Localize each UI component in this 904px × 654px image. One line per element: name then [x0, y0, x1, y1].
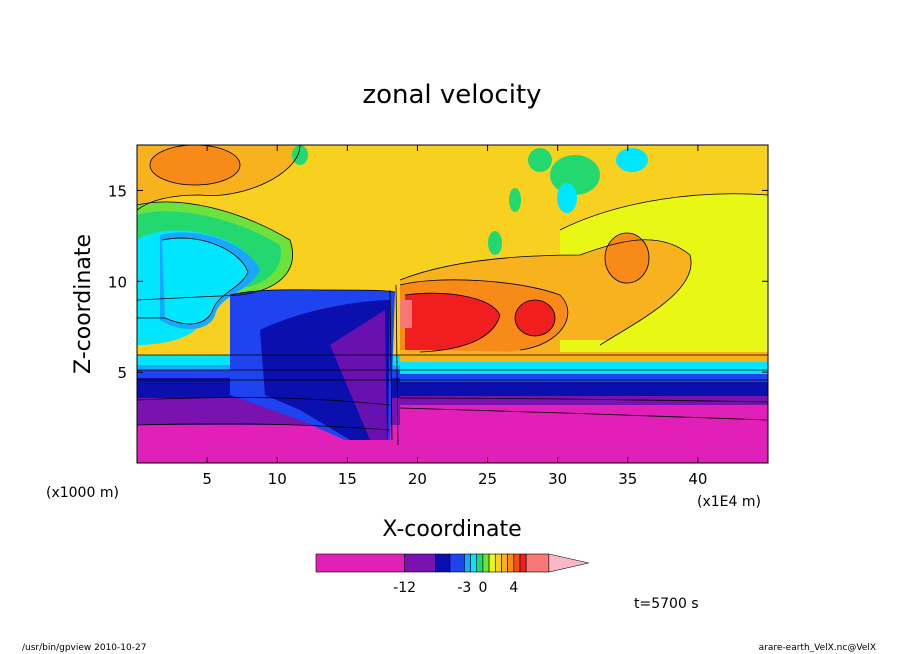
colorbar-tick-label: 4 [509, 580, 518, 596]
colorbar-tick-label: -12 [393, 580, 416, 596]
colorbar-segment [435, 553, 451, 573]
x-tick-label: 15 [338, 470, 357, 488]
colorbar-segment [464, 553, 471, 573]
colorbar-tick-label: 0 [478, 580, 487, 596]
colorbar-segment [482, 553, 490, 573]
colorbar-segment [519, 553, 527, 573]
x-unit-left: (x1000 m) [46, 485, 119, 501]
y-tick-label: 5 [117, 364, 127, 382]
colorbar-segment [470, 553, 478, 573]
colorbar-segment [488, 553, 496, 573]
colorbar [315, 553, 589, 573]
colorbar-segment [476, 553, 484, 573]
colorbar-segment [494, 553, 502, 573]
y-axis: 5 10 15 [108, 182, 768, 382]
x-tick-label: 20 [408, 470, 427, 488]
colorbar-segment [501, 553, 508, 573]
x-tick-label: 10 [268, 470, 287, 488]
y-axis-label: Z-coordinate [71, 234, 96, 374]
contour-field [137, 145, 768, 463]
footer-left: /usr/bin/gpview 2010-10-27 [22, 643, 146, 653]
x-tick-label: 40 [688, 470, 707, 488]
x-tick-label: 30 [548, 470, 567, 488]
x-axis-label: X-coordinate [382, 517, 521, 542]
y-tick-label: 15 [108, 182, 127, 200]
y-tick-label: 10 [108, 273, 127, 291]
colorbar-segment [315, 553, 405, 573]
colorbar-extend-arrow [548, 553, 589, 573]
colorbar-segment [449, 553, 465, 573]
time-label: t=5700 s [634, 596, 699, 612]
x-tick-label: 25 [478, 470, 497, 488]
x-tick-label: 5 [202, 470, 212, 488]
x-unit-right: (x1E4 m) [697, 494, 761, 510]
footer-right: arare-earth_VelX.nc@VelX [759, 643, 876, 653]
colorbar-segment [513, 553, 521, 573]
colorbar-segment [404, 553, 436, 573]
colorbar-segment [525, 553, 550, 573]
chart-title: zonal velocity [362, 80, 541, 110]
x-tick-label: 35 [618, 470, 637, 488]
colorbar-segment [507, 553, 515, 573]
colorbar-tick-labels: -12 -3 0 4 [393, 580, 518, 596]
plot-frame [136, 144, 769, 464]
x-axis: 5 10 15 20 25 30 35 40 [202, 145, 707, 488]
colorbar-tick-label: -3 [457, 580, 471, 596]
